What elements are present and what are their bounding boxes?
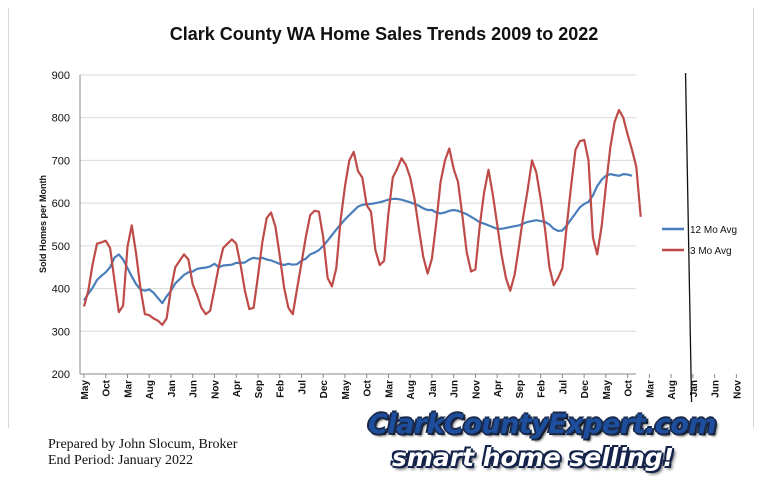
brand-website: ClarkCountyExpert.com bbox=[368, 409, 717, 440]
chart-title: Clark County WA Home Sales Trends 2009 t… bbox=[170, 24, 599, 44]
x-tick-label: May bbox=[602, 380, 613, 400]
x-tick-label: Feb bbox=[276, 380, 287, 398]
x-tick-label: Dec bbox=[319, 380, 330, 399]
end-period-marker-line bbox=[684, 72, 693, 403]
footer-note: Prepared by John Slocum, Broker End Peri… bbox=[48, 437, 237, 469]
x-tick-label: Oct bbox=[363, 379, 374, 396]
x-tick-label: Aug bbox=[667, 380, 678, 399]
x-tick-label: Jun bbox=[450, 380, 461, 398]
x-tick-label: Dec bbox=[580, 380, 591, 399]
x-tick-labels: May Oct Mar Aug Jan Jun Nov Apr Sep Feb Jul Dec May O… bbox=[80, 374, 743, 399]
y-tick-label: 700 bbox=[52, 155, 70, 167]
legend-label: 3 Mo Avg bbox=[690, 246, 732, 257]
x-tick-label: Sep bbox=[515, 380, 526, 398]
grid-lines bbox=[79, 74, 636, 375]
y-axis-label: Sold Homes per Month bbox=[38, 175, 48, 273]
brand-tagline: smart home selling! bbox=[391, 443, 675, 472]
x-tick-label: Jul bbox=[558, 380, 569, 395]
y-tick-label: 800 bbox=[52, 113, 70, 125]
x-tick-label: Sep bbox=[254, 380, 265, 398]
x-tick-label: Jan bbox=[167, 380, 178, 397]
x-tick-label: Jan bbox=[428, 380, 439, 397]
x-tick-label: Aug bbox=[145, 380, 156, 399]
legend: 12 Mo Avg 3 Mo Avg bbox=[662, 225, 737, 257]
x-tick-label: Nov bbox=[732, 380, 743, 399]
footer-prepared-by: Prepared by John Slocum, Broker bbox=[48, 437, 238, 452]
series-line-12-mo-avg bbox=[83, 173, 633, 305]
x-tick-label: Aug bbox=[406, 380, 417, 399]
x-tick-label: Jun bbox=[711, 380, 722, 398]
x-tick-label: Apr bbox=[493, 380, 504, 397]
series-line-3-mo-avg bbox=[82, 108, 642, 326]
legend-label: 12 Mo Avg bbox=[690, 225, 737, 236]
y-tick-label: 300 bbox=[52, 326, 70, 338]
series-lines bbox=[82, 108, 642, 326]
y-tick-labels: 200 300 400 500 600 700 800 900 bbox=[52, 70, 70, 381]
y-tick-label: 600 bbox=[52, 198, 70, 210]
y-tick-label: 900 bbox=[52, 70, 70, 82]
chart-frame bbox=[8, 8, 754, 484]
brand-logo[interactable]: ClarkCountyExpert.com smart home selling… bbox=[368, 408, 717, 474]
footer-end-period: End Period: January 2022 bbox=[48, 453, 194, 468]
x-tick-label: Feb bbox=[537, 380, 548, 398]
y-tick-label: 500 bbox=[52, 241, 70, 253]
x-tick-label: Apr bbox=[232, 380, 243, 397]
x-tick-label: Jul bbox=[297, 380, 308, 395]
x-tick-label: Oct bbox=[102, 379, 113, 396]
period-marker bbox=[684, 72, 693, 403]
x-tick-label: Nov bbox=[210, 380, 221, 399]
x-tick-label: Jun bbox=[189, 380, 200, 398]
y-tick-label: 400 bbox=[52, 284, 70, 296]
x-tick-label: May bbox=[341, 380, 352, 400]
x-tick-label: Jan bbox=[689, 380, 700, 397]
x-tick-label: May bbox=[80, 380, 91, 400]
x-tick-label: Nov bbox=[471, 380, 482, 399]
x-tick-label: Mar bbox=[384, 380, 395, 398]
x-tick-label: Mar bbox=[645, 380, 656, 398]
x-tick-label: Mar bbox=[123, 380, 134, 398]
y-tick-label: 200 bbox=[52, 369, 70, 381]
x-tick-label: Oct bbox=[624, 379, 635, 396]
